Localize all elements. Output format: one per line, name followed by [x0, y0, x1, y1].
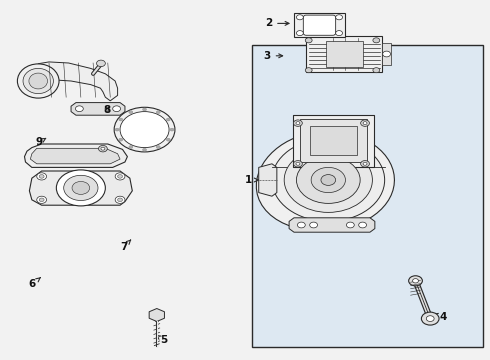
Polygon shape	[29, 171, 132, 205]
Circle shape	[166, 138, 170, 141]
Circle shape	[359, 222, 367, 228]
Circle shape	[37, 196, 47, 203]
Circle shape	[170, 128, 174, 131]
Circle shape	[115, 196, 125, 203]
Circle shape	[294, 161, 302, 167]
Polygon shape	[24, 144, 127, 167]
Circle shape	[97, 60, 105, 67]
Circle shape	[98, 145, 107, 152]
Circle shape	[311, 167, 345, 193]
Circle shape	[39, 198, 44, 202]
Bar	[300, 119, 367, 162]
Ellipse shape	[18, 64, 59, 98]
Text: 9: 9	[36, 137, 46, 147]
Circle shape	[297, 222, 305, 228]
Circle shape	[120, 112, 169, 148]
Text: 4: 4	[434, 312, 447, 322]
Circle shape	[336, 15, 343, 20]
Bar	[294, 13, 345, 37]
Circle shape	[272, 139, 385, 221]
Circle shape	[296, 157, 360, 203]
Circle shape	[166, 118, 170, 121]
Circle shape	[284, 148, 372, 212]
Polygon shape	[30, 148, 120, 164]
Circle shape	[296, 31, 303, 36]
Circle shape	[361, 161, 369, 167]
Polygon shape	[71, 103, 125, 115]
Circle shape	[336, 31, 343, 36]
Ellipse shape	[23, 68, 53, 94]
Circle shape	[305, 68, 312, 73]
Circle shape	[409, 276, 422, 286]
Circle shape	[101, 147, 105, 150]
Circle shape	[426, 316, 434, 321]
Circle shape	[119, 138, 123, 141]
Circle shape	[72, 181, 90, 194]
FancyBboxPatch shape	[303, 15, 336, 35]
Bar	[310, 126, 357, 155]
Circle shape	[114, 107, 175, 152]
Circle shape	[346, 222, 354, 228]
Text: 6: 6	[28, 278, 41, 289]
Circle shape	[129, 145, 133, 148]
Circle shape	[115, 128, 119, 131]
Polygon shape	[38, 62, 118, 101]
Circle shape	[129, 111, 133, 114]
Bar	[252, 45, 483, 347]
Circle shape	[296, 162, 300, 165]
Circle shape	[321, 175, 336, 185]
Circle shape	[37, 173, 47, 180]
Circle shape	[310, 222, 318, 228]
Circle shape	[64, 175, 98, 201]
Text: 3: 3	[264, 51, 283, 61]
Circle shape	[143, 148, 147, 151]
Circle shape	[413, 279, 418, 283]
Text: 1: 1	[245, 175, 258, 185]
Ellipse shape	[29, 73, 48, 89]
Polygon shape	[256, 131, 394, 231]
Circle shape	[56, 170, 105, 206]
Circle shape	[305, 38, 312, 43]
Circle shape	[296, 122, 300, 125]
Circle shape	[118, 198, 122, 202]
Polygon shape	[259, 164, 277, 196]
Circle shape	[296, 15, 303, 20]
Text: 8: 8	[103, 105, 110, 115]
Circle shape	[113, 106, 121, 112]
Circle shape	[75, 106, 83, 112]
Circle shape	[143, 108, 147, 111]
Circle shape	[156, 145, 160, 148]
Circle shape	[156, 111, 160, 114]
Circle shape	[373, 38, 380, 43]
Circle shape	[294, 120, 302, 126]
Circle shape	[39, 175, 44, 178]
Text: 2: 2	[265, 18, 289, 28]
Circle shape	[118, 175, 122, 178]
Circle shape	[363, 122, 367, 125]
Polygon shape	[289, 218, 375, 232]
Circle shape	[363, 162, 367, 165]
Circle shape	[373, 68, 380, 73]
Circle shape	[361, 120, 369, 126]
Bar	[326, 41, 363, 67]
Circle shape	[119, 118, 123, 121]
Bar	[306, 36, 382, 72]
Bar	[293, 115, 374, 167]
Circle shape	[115, 173, 125, 180]
Bar	[382, 43, 391, 65]
Text: 7: 7	[120, 240, 131, 252]
Circle shape	[383, 51, 391, 57]
Circle shape	[421, 312, 439, 325]
Text: 5: 5	[157, 335, 167, 345]
